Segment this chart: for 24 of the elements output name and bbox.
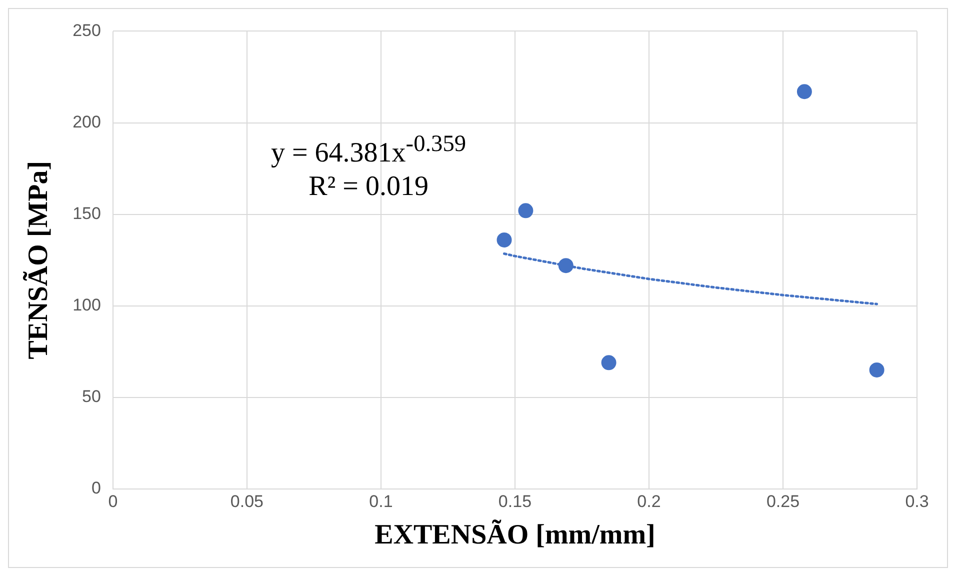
point [796,84,812,100]
x-tick-label: 0 [108,492,118,511]
x-tick-label: 0.3 [905,492,929,511]
point [869,362,884,378]
x-tick-label: 0.1 [369,492,393,511]
annotation: y = 64.381x$^{-0.359}$ [271,130,466,170]
y-tick-label: 200 [72,112,101,132]
line-series [503,252,878,306]
y-tick-label: 150 [72,204,101,224]
x-tick-label: 0.2 [637,492,661,511]
y-axis-title: TENSÃO [MPa] [22,160,54,360]
point [601,355,616,370]
x-tick-label: 0.25 [766,492,800,511]
y-tick-label: 250 [72,20,101,40]
y-tick-label: 50 [82,387,101,406]
x-tick-label: 0.15 [498,492,532,511]
annotation: R² = 0.019 [308,170,430,204]
x-axis-title: EXTENSÃO [mm/mm] [374,518,656,550]
y-tick-label: 100 [72,296,101,315]
point [496,232,512,248]
x-tick-label: 0.05 [230,492,264,511]
y-tick-label: 0 [91,478,101,498]
point [558,258,574,274]
point [518,203,534,218]
